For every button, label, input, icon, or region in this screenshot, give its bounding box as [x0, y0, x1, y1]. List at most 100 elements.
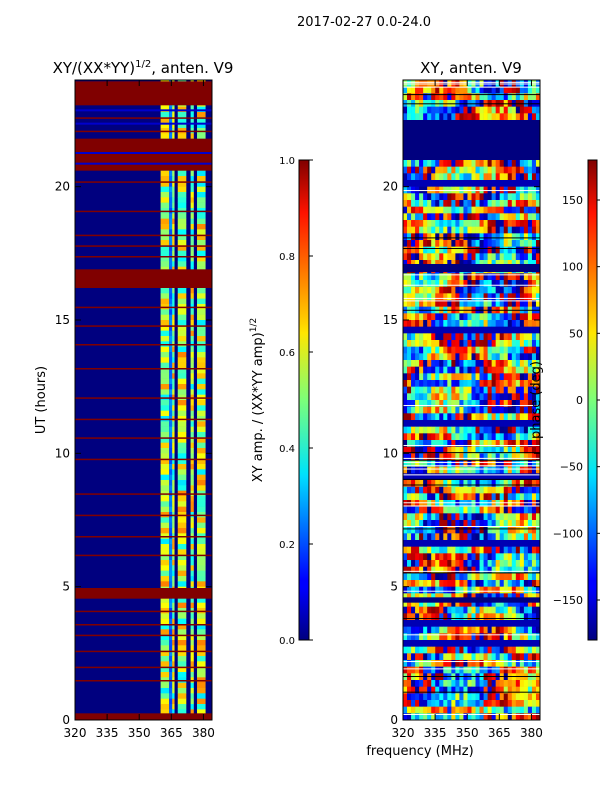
amplitude-heatmap-cell — [160, 581, 170, 587]
amplitude-heatmap-cell — [177, 698, 187, 705]
phase-heatmap-cell — [535, 460, 540, 467]
amplitude-heatmap-cell — [190, 698, 194, 705]
phase-heatmap-cell — [451, 293, 456, 301]
phase-heatmap-cell — [507, 400, 513, 407]
phase-heatmap-cell — [479, 706, 484, 714]
phase-heatmap-cell — [535, 640, 540, 647]
phase-heatmap-cell — [451, 320, 456, 327]
phase-heatmap-cell — [515, 173, 521, 181]
phase-heatmap-cell — [443, 413, 448, 421]
phase-heatmap-cell — [499, 113, 505, 121]
phase-heatmap-cell — [415, 493, 420, 501]
phase-heatmap-cell — [499, 713, 505, 720]
phase-heatmap-cell — [491, 560, 496, 567]
phase-heatmap-cell — [415, 360, 420, 367]
phase-heatmap-cell — [479, 166, 484, 174]
phase-heatmap-cell — [443, 460, 448, 467]
amplitude-heatmap-cell — [177, 560, 187, 566]
phase-heatmap-cell — [431, 373, 436, 381]
phase-heatmap-cell — [495, 220, 501, 227]
phase-heatmap-cell — [479, 300, 484, 307]
phase-heatmap-cell — [411, 346, 416, 354]
phase-heatmap-cell — [491, 113, 496, 121]
phase-scan-line — [403, 248, 540, 250]
phase-heatmap-cell — [435, 660, 440, 667]
amplitude-heatmap-cell — [169, 117, 173, 123]
phase-heatmap-cell — [519, 313, 525, 321]
phase-heatmap-cell — [427, 373, 432, 381]
phase-heatmap-cell — [475, 506, 480, 514]
phase-heatmap-cell — [531, 233, 537, 241]
phase-heatmap-cell — [403, 646, 408, 654]
phase-heatmap-cell — [495, 406, 501, 414]
amplitude-heatmap-cell — [171, 426, 175, 433]
phase-heatmap-cell — [523, 613, 529, 621]
phase-heatmap-cell — [427, 520, 432, 527]
phase-heatmap-cell — [527, 500, 533, 507]
phase-heatmap-cell — [479, 573, 484, 581]
phase-heatmap-cell — [475, 493, 480, 501]
phase-heatmap-cell — [451, 366, 456, 374]
amplitude-heatmap-cell — [160, 656, 170, 662]
phase-heatmap-cell — [487, 626, 492, 634]
phase-heatmap-cell — [447, 700, 452, 707]
phase-heatmap-cell — [475, 426, 480, 434]
amplitude-heatmap-cell — [177, 693, 187, 699]
phase-heatmap-cell — [519, 93, 525, 101]
phase-heatmap-cell — [507, 466, 513, 474]
phase-heatmap-cell — [475, 360, 480, 367]
phase-heatmap-cell — [443, 420, 448, 427]
phase-heatmap-cell — [531, 473, 537, 481]
phase-heatmap-cell — [531, 520, 537, 527]
phase-heatmap-cell — [411, 713, 416, 720]
phase-heatmap-cell — [499, 433, 505, 441]
phase-heatmap-cell — [483, 706, 488, 714]
phase-heatmap-cell — [415, 693, 420, 701]
phase-heatmap-cell — [459, 406, 464, 414]
phase-colorbar-tick-label: 150 — [562, 194, 583, 207]
phase-heatmap-cell — [535, 586, 540, 594]
phase-heatmap-cell — [475, 206, 480, 214]
phase-heatmap-cell — [447, 193, 452, 201]
phase-heatmap-cell — [463, 620, 468, 627]
phase-heatmap-cell — [423, 300, 428, 307]
phase-heatmap-cell — [443, 553, 448, 561]
amplitude-heatmap-cell — [197, 389, 206, 395]
amplitude-heatmap-cell — [160, 682, 170, 689]
amplitude-heatmap-cell — [190, 480, 194, 486]
phase-heatmap-cell — [491, 180, 496, 187]
phase-heatmap-cell — [423, 500, 428, 507]
amplitude-heatmap-cell — [177, 666, 187, 673]
amplitude-heatmap-cell — [190, 117, 194, 123]
amplitude-heatmap-cell — [160, 352, 170, 358]
amplitude-heatmap-cell — [160, 234, 170, 241]
phase-heatmap-cell — [531, 606, 537, 614]
amplitude-heatmap-cell — [171, 362, 175, 369]
phase-heatmap-cell — [451, 553, 456, 561]
phase-heatmap-cell — [535, 273, 540, 281]
phase-heatmap-cell — [531, 373, 537, 381]
phase-heatmap-cell — [435, 700, 440, 707]
phase-heatmap-cell — [523, 446, 529, 454]
amplitude-heatmap-cell — [171, 234, 175, 241]
phase-heatmap-cell — [479, 260, 484, 267]
phase-heatmap-cell — [451, 220, 456, 227]
amplitude-heatmap-cell — [171, 373, 175, 379]
amplitude-heatmap-cell — [177, 314, 187, 321]
phase-heatmap-cell — [527, 160, 533, 167]
amplitude-heatmap-cell — [169, 192, 173, 198]
phase-heatmap-cell — [515, 233, 521, 241]
phase-heatmap-cell — [487, 160, 492, 167]
amplitude-heatmap-cell — [171, 581, 175, 587]
phase-heatmap-cell — [435, 560, 440, 567]
phase-heatmap-cell — [451, 106, 456, 114]
phase-heatmap-cell — [439, 106, 444, 114]
amplitude-heatmap-cell — [190, 458, 194, 465]
phase-heatmap-cell — [491, 226, 496, 234]
phase-heatmap-cell — [455, 700, 460, 707]
phase-heatmap-cell — [499, 180, 505, 187]
amplitude-heatmap-cell — [169, 624, 173, 630]
phase-heatmap-cell — [495, 173, 501, 181]
phase-heatmap-cell — [503, 420, 509, 427]
phase-heatmap-cell — [447, 713, 452, 720]
